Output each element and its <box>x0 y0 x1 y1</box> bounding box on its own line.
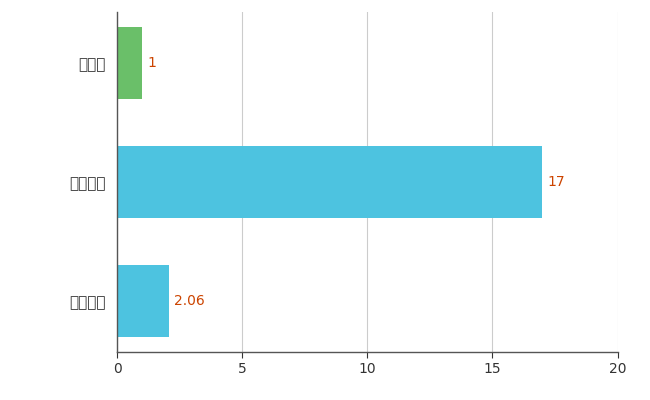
Bar <box>117 146 542 218</box>
Text: 1: 1 <box>147 56 156 70</box>
Text: 17: 17 <box>547 175 565 189</box>
Bar <box>117 28 142 99</box>
Bar <box>117 265 168 336</box>
Text: 2.06: 2.06 <box>174 294 204 308</box>
